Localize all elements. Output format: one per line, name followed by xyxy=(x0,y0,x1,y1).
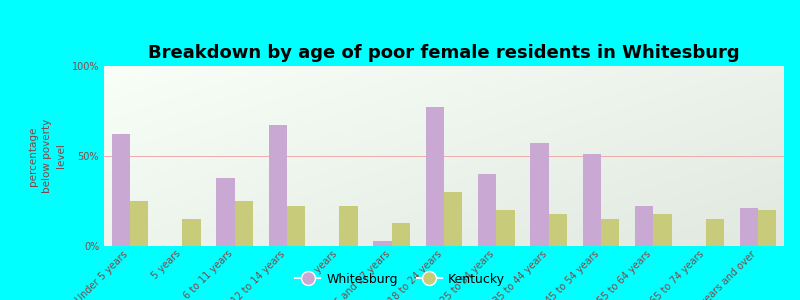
Bar xyxy=(739,208,758,246)
Bar xyxy=(426,107,444,246)
Title: Breakdown by age of poor female residents in Whitesburg: Breakdown by age of poor female resident… xyxy=(148,44,740,62)
Bar xyxy=(654,214,671,246)
Bar xyxy=(182,219,201,246)
Bar xyxy=(234,201,253,246)
Bar xyxy=(758,210,776,246)
Bar xyxy=(530,143,549,246)
Bar xyxy=(444,192,462,246)
Bar xyxy=(478,174,496,246)
Bar xyxy=(217,178,234,246)
Bar xyxy=(287,206,306,246)
Bar xyxy=(635,206,654,246)
Bar xyxy=(582,154,601,246)
Bar xyxy=(339,206,358,246)
Bar xyxy=(130,201,149,246)
Bar xyxy=(549,214,567,246)
Y-axis label: percentage
below poverty
level: percentage below poverty level xyxy=(28,119,66,193)
Bar xyxy=(112,134,130,246)
Bar xyxy=(392,223,410,246)
Bar xyxy=(374,241,392,246)
Bar xyxy=(601,219,619,246)
Bar xyxy=(269,125,287,246)
Legend: Whitesburg, Kentucky: Whitesburg, Kentucky xyxy=(290,268,510,291)
Bar xyxy=(496,210,514,246)
Bar xyxy=(706,219,724,246)
